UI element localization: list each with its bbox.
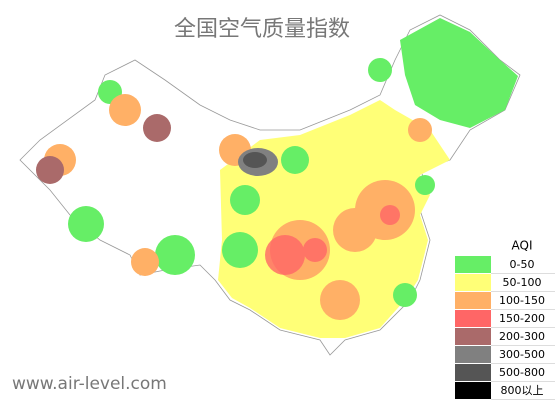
region-hazardous (238, 148, 278, 176)
legend-swatch (455, 382, 491, 399)
legend: AQI 0-50 50-100 100-150 150-200 200-300 300-5… (453, 236, 555, 400)
legend-swatch (455, 346, 491, 363)
legend-swatch (455, 328, 491, 345)
legend-label: 200-300 (499, 330, 545, 343)
legend-label: 50-100 (503, 276, 542, 289)
legend-swatch (455, 364, 491, 381)
region-unhealthy (265, 205, 400, 275)
legend-label: 300-500 (499, 348, 545, 361)
legend-swatch (455, 274, 491, 291)
legend-label: 100-150 (499, 294, 545, 307)
region-good (68, 18, 518, 307)
legend-label: 500-800 (499, 366, 545, 379)
legend-label: 150-200 (499, 312, 545, 325)
legend-label: 0-50 (510, 258, 535, 271)
legend-swatch (455, 292, 491, 309)
region-very-unhealthy (36, 114, 171, 184)
legend-label: 800以上 (501, 384, 544, 397)
map (19, 14, 521, 356)
legend-swatch (455, 256, 491, 273)
legend-title: AQI (512, 239, 533, 253)
legend-swatch (455, 310, 491, 327)
map-title: 全国空气质量指数 (174, 17, 350, 42)
watermark: www.air-level.com (12, 374, 167, 394)
